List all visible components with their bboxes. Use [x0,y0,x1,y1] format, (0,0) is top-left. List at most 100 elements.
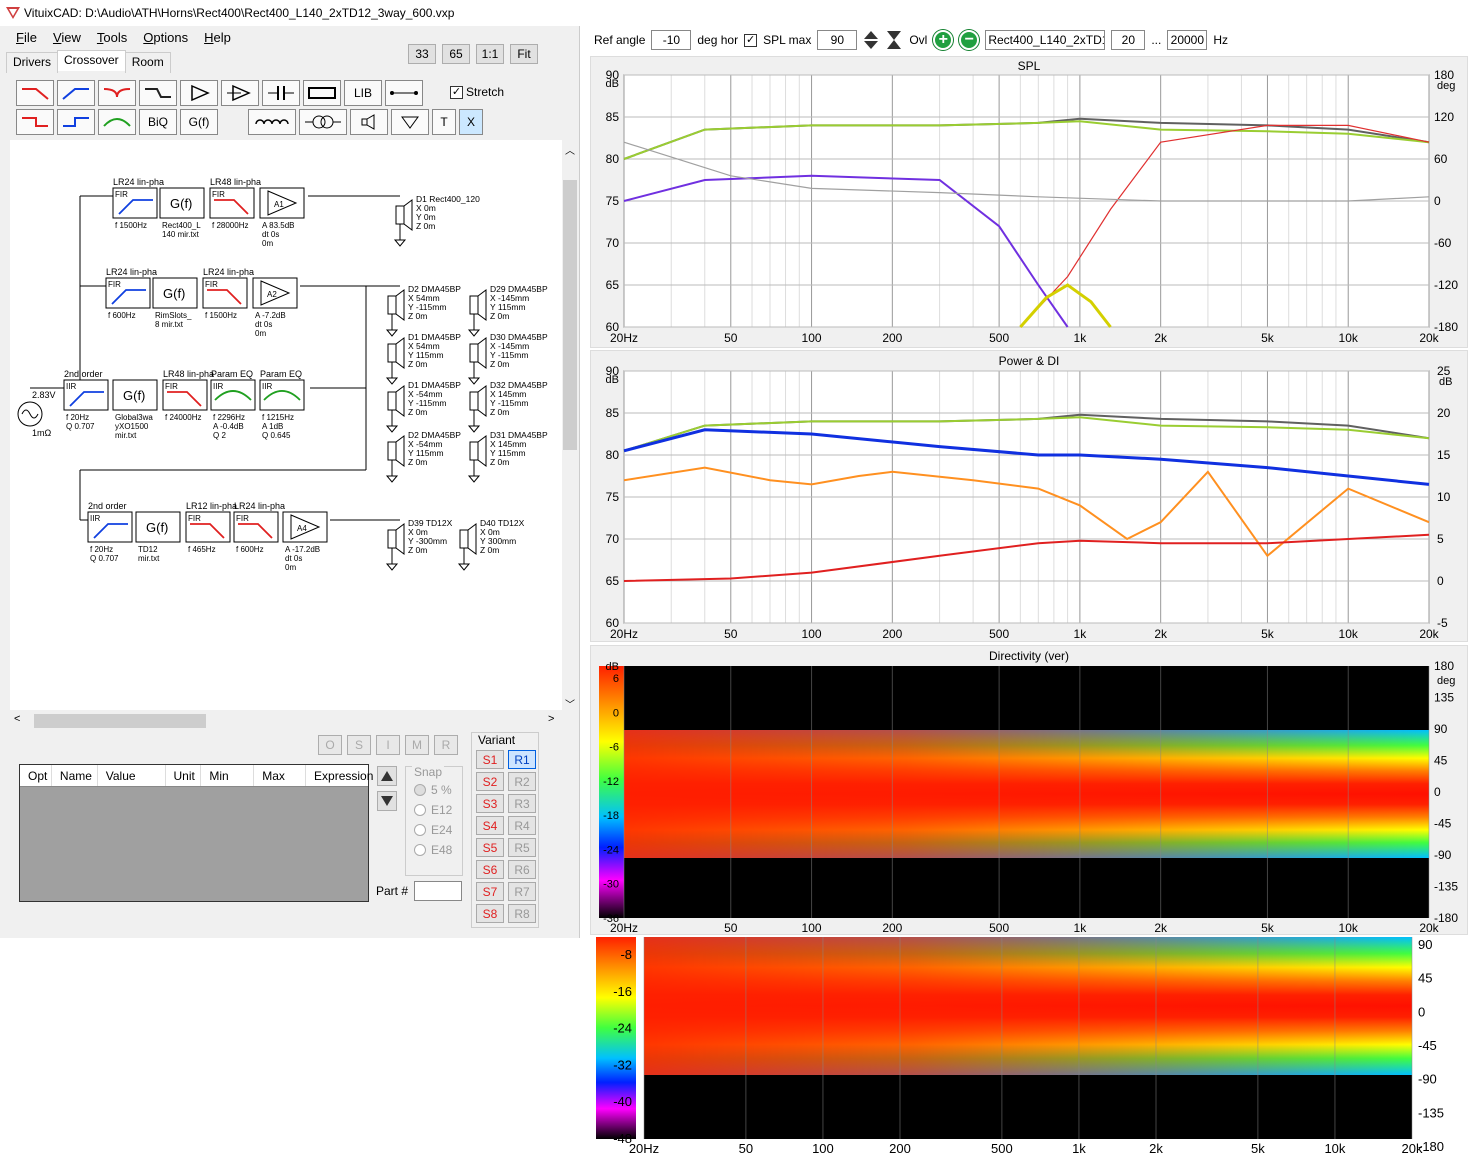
move-down-icon[interactable] [377,791,397,811]
snap-e12[interactable]: E12 [414,803,462,817]
col-min[interactable]: Min [201,765,255,786]
tab-room[interactable]: Room [124,52,171,73]
variant-r6-button[interactable]: R6 [508,860,536,879]
x-button[interactable]: X [459,109,483,135]
parameter-table[interactable]: Opt Name Value Unit Min Max Expression [19,764,374,902]
stretch-option[interactable]: ✓ Stretch [450,85,504,99]
snap-radio[interactable] [414,804,426,816]
freq-low-input[interactable]: 20 [1111,30,1146,50]
snap-5pct[interactable]: 5 % [414,783,462,797]
col-opt[interactable]: Opt [20,765,52,786]
variant-s5-button[interactable]: S5 [476,838,504,857]
spl-max-input[interactable]: 90 [817,30,858,50]
speaker-icon[interactable] [350,109,388,135]
x-tick-label: 5k [1261,331,1275,345]
variant-s6-button[interactable]: S6 [476,860,504,879]
menu-file[interactable]: File [16,30,37,45]
buffer-icon[interactable] [180,80,218,106]
transformer-icon[interactable] [299,109,347,135]
auto-scale-icon[interactable] [885,30,903,50]
spin-down-icon[interactable] [863,40,879,50]
overlay-file-input[interactable]: Rect400_L140_2xTD12 [985,30,1106,50]
menu-tools[interactable]: Tools [96,30,128,45]
peak-icon[interactable] [98,109,136,135]
variant-s8-button[interactable]: S8 [476,904,504,923]
schematic-hscroll[interactable]: < > [10,712,562,730]
wire-icon[interactable] [385,80,423,106]
variant-r2-button[interactable]: R2 [508,772,536,791]
variant-r4-button[interactable]: R4 [508,816,536,835]
gf-button[interactable]: G(f) [180,109,218,135]
spin-up-icon[interactable] [863,30,879,40]
zoom-33-button[interactable]: 33 [408,44,436,64]
variant-s3-button[interactable]: S3 [476,794,504,813]
snap-radio[interactable] [414,844,426,856]
menu-view[interactable]: View [52,30,81,45]
zoom-fit-button[interactable]: Fit [510,44,538,64]
part-o-button[interactable]: O [318,735,342,755]
remove-overlay-icon[interactable]: − [959,30,980,50]
crossover-schematic[interactable]: LR24 lin-pha FIR f 1500Hz G(f) Rect400_L 140 … [10,140,562,710]
opamp-icon[interactable] [221,80,259,106]
snap-radio[interactable] [414,824,426,836]
ref-angle-input[interactable]: -10 [651,30,692,50]
biquad-button[interactable]: BiQ [139,109,177,135]
lowpass-2-icon[interactable] [16,109,54,135]
inductor-icon[interactable] [248,109,296,135]
part-m-button[interactable]: M [405,735,429,755]
spl-spin[interactable] [863,30,879,50]
highpass-icon[interactable] [57,80,95,106]
zoom-1-1-button[interactable]: 1:1 [476,44,504,64]
variant-s2-button[interactable]: S2 [476,772,504,791]
col-value[interactable]: Value [98,765,166,786]
notch-icon[interactable] [98,80,136,106]
zoom-65-button[interactable]: 65 [442,44,470,64]
variant-s7-button[interactable]: S7 [476,882,504,901]
t-button[interactable]: T [432,109,456,135]
col-expression[interactable]: Expression [314,768,374,783]
lowpass-icon[interactable] [16,80,54,106]
part-s-button[interactable]: S [347,735,371,755]
driver-coord: X 145mm [490,439,526,449]
lib-button[interactable]: LIB [344,80,382,106]
block-header: Param EQ [211,369,253,379]
directivity-chart-panel[interactable]: Directivity (ver) 20Hz 50 100 200 500 1k 2k 5k 1… [590,645,1468,935]
stretch-checkbox[interactable]: ✓ [450,85,463,99]
y-tick-label: 60 [606,616,620,630]
highpass-2-icon[interactable] [57,109,95,135]
capacitor-icon[interactable] [262,80,300,106]
snap-radio[interactable] [414,784,426,796]
variant-r7-button[interactable]: R7 [508,882,536,901]
menu-help[interactable]: Help [204,30,231,45]
col-unit[interactable]: Unit [166,765,202,786]
variant-r8-button[interactable]: R8 [508,904,536,923]
power-chart-panel[interactable]: Power & DI 20Hz 50 100 200 500 1k 2k 5k 10k 20k 90… [590,350,1468,642]
ground-icon[interactable] [391,109,429,135]
variant-r3-button[interactable]: R3 [508,794,536,813]
variant-s4-button[interactable]: S4 [476,816,504,835]
snap-group: Snap 5 % E12 E24 E48 [405,765,463,876]
add-overlay-icon[interactable]: + [933,30,954,50]
snap-e24[interactable]: E24 [414,823,462,837]
spl-max-checkbox[interactable]: ✓ [744,33,758,47]
spl-chart-panel[interactable]: SPL 20Hz 50 100 200 500 1k 2k 5k 10k 20k 90 85 80 75 7… [590,56,1468,348]
part-number-input[interactable] [414,881,463,901]
part-i-button[interactable]: I [376,735,400,755]
col-max[interactable]: Max [254,765,307,786]
variant-r1-button[interactable]: R1 [508,750,536,769]
part-r-button[interactable]: R [434,735,458,755]
menu-options[interactable]: Options [143,30,189,45]
col-name[interactable]: Name [52,765,98,786]
freq-high-input[interactable]: 20000 [1167,30,1208,50]
directivity-map-2[interactable]: 20Hz 50 100 200 500 1k 2k 5k 10k 20k -8 -16 -24 -32 -4… [592,935,1468,1165]
move-up-icon[interactable] [377,766,397,786]
shelf-icon[interactable] [139,80,177,106]
snap-e48[interactable]: E48 [414,843,462,857]
x-tick-label: 2k [1154,921,1168,935]
variant-r5-button[interactable]: R5 [508,838,536,857]
tab-crossover[interactable]: Crossover [57,50,126,71]
schematic-vscroll[interactable]: ︿ ﹀ [562,140,578,711]
tab-drivers[interactable]: Drivers [6,52,58,73]
variant-s1-button[interactable]: S1 [476,750,504,769]
resistor-icon[interactable] [303,80,341,106]
